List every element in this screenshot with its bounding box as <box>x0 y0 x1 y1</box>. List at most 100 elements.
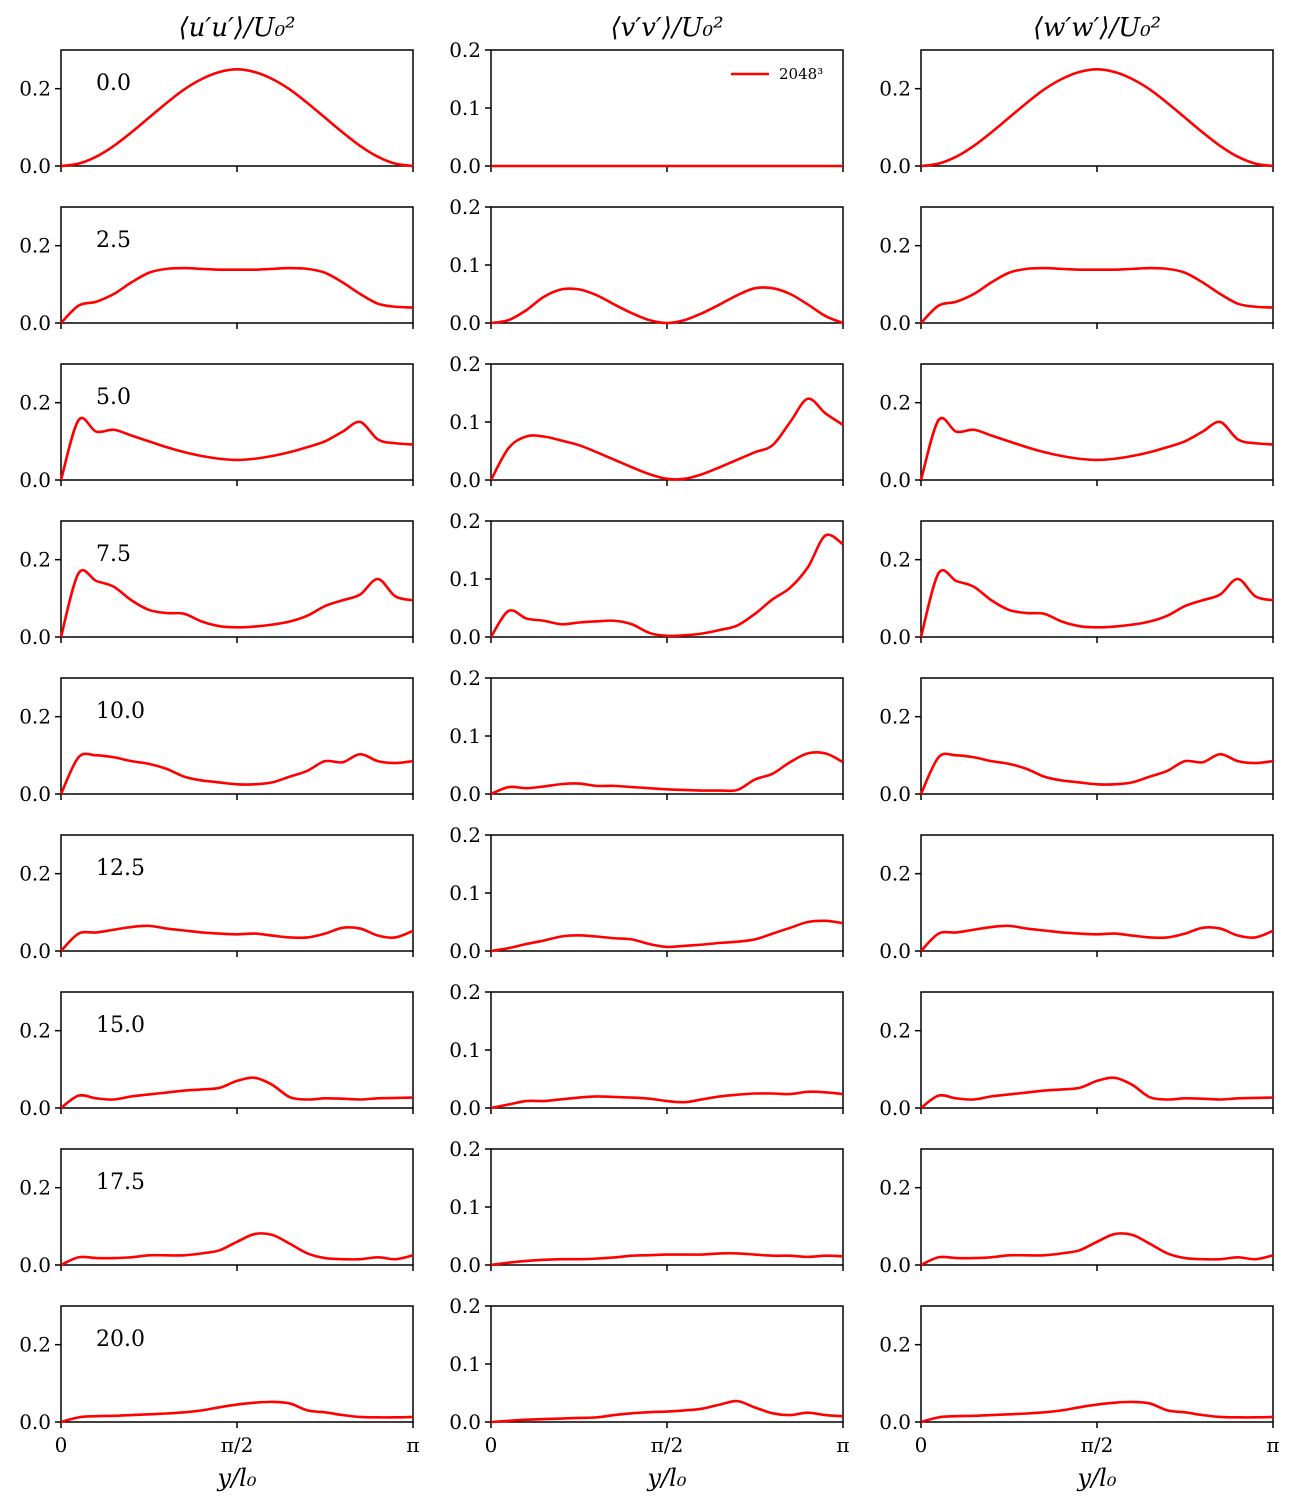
column-title-uu: ⟨u′u′⟩/U₀² <box>178 13 295 43</box>
panel-frame <box>920 49 1274 167</box>
panel-vv-t5_0: 0.0 0.1 0.2 <box>449 352 844 492</box>
y-tick-label: 0.2 <box>879 705 911 729</box>
panel-ww-t20_0: 0.0 0.2 <box>879 1305 1274 1434</box>
panel-frame <box>920 991 1274 1109</box>
panel-ww-t12_5: 0.0 0.2 <box>879 834 1274 963</box>
legend: 2048³ <box>731 65 823 83</box>
panel-frame <box>490 206 844 324</box>
y-tick-label: 0.1 <box>449 1038 481 1062</box>
x-axis-label: y/l₀ <box>217 1464 257 1492</box>
y-tick-label: 0.2 <box>19 234 51 258</box>
y-tick-label: 0.1 <box>449 567 481 591</box>
panel-uu-t15_0: 0.0 0.2 15.0 <box>19 991 414 1120</box>
y-tick-label: 0.2 <box>19 705 51 729</box>
series-line-vv <box>490 1251 844 1267</box>
panel-frame <box>60 677 414 795</box>
y-tick-label: 0.1 <box>449 881 481 905</box>
y-tick-label: 0.0 <box>879 468 911 492</box>
panel-vv-t7_5: 0.0 0.1 0.2 <box>449 509 844 649</box>
column-title-vv: ⟨v′v′⟩/U₀² <box>611 13 724 43</box>
panel-frame <box>920 520 1274 638</box>
y-tick-label: 0.2 <box>19 391 51 415</box>
panel-frame <box>490 1305 844 1423</box>
y-tick-label: 0.2 <box>449 195 481 219</box>
y-tick-label: 0.0 <box>449 311 481 335</box>
series-line-vv <box>490 751 844 796</box>
series-line-uu <box>59 416 414 481</box>
panel-frame <box>490 991 844 1109</box>
series-line-uu <box>59 752 414 795</box>
time-label: 0.0 <box>96 71 131 96</box>
y-tick-label: 0.0 <box>879 1253 911 1277</box>
panel-vv-t17_5: 0.0 0.1 0.2 <box>449 1137 844 1277</box>
y-tick-label: 0.1 <box>449 253 481 277</box>
panel-frame <box>920 677 1274 795</box>
y-tick-label: 0.0 <box>879 939 911 963</box>
y-tick-label: 0.2 <box>879 862 911 886</box>
y-tick-label: 0.0 <box>449 625 481 649</box>
y-tick-label: 0.2 <box>19 548 51 572</box>
panel-uu-t0_0: 0.0 0.2 0.0 <box>19 49 414 178</box>
y-tick-label: 0.0 <box>19 1096 51 1120</box>
y-tick-label: 0.0 <box>449 1410 481 1434</box>
series-line-ww <box>919 752 1274 795</box>
series-line-vv <box>490 919 844 953</box>
panel-frame <box>60 206 414 324</box>
y-tick-label: 0.0 <box>19 311 51 335</box>
series-line-vv <box>490 1090 844 1110</box>
y-tick-label: 0.2 <box>879 1019 911 1043</box>
legend-label: 2048³ <box>779 65 823 83</box>
series-line-ww <box>920 1232 1274 1267</box>
panel-vv-t12_5: 0.0 0.1 0.2 <box>449 823 844 963</box>
panel-frame <box>490 1148 844 1266</box>
y-tick-label: 0.0 <box>19 939 51 963</box>
y-tick-label: 0.0 <box>879 1410 911 1434</box>
column-titles: ⟨u′u′⟩/U₀² ⟨v′v′⟩/U₀² ⟨w′w′⟩/U₀² <box>178 13 1161 43</box>
series-line-ww <box>920 924 1274 952</box>
y-tick-label: 0.2 <box>879 548 911 572</box>
y-tick-label: 0.2 <box>19 77 51 101</box>
y-tick-label: 0.0 <box>19 625 51 649</box>
panel-ww-t0_0: 0.0 0.2 <box>879 49 1274 178</box>
y-tick-label: 0.0 <box>449 782 481 806</box>
y-tick-label: 0.2 <box>449 509 481 533</box>
series-line-uu <box>60 1232 414 1267</box>
x-tick-label: π <box>836 1433 849 1457</box>
y-tick-label: 0.2 <box>879 234 911 258</box>
x-tick-label: π/2 <box>1081 1433 1114 1457</box>
y-tick-label: 0.0 <box>19 1410 51 1434</box>
x-tick-label: 0 <box>485 1433 498 1457</box>
panel-frame <box>920 206 1274 324</box>
series-line-ww <box>920 1076 1274 1110</box>
panel-vv-t10_0: 0.0 0.1 0.2 <box>449 666 844 806</box>
panel-ww-t15_0: 0.0 0.2 <box>879 991 1274 1120</box>
series-line-uu <box>60 1400 414 1424</box>
series-line-ww <box>920 266 1274 324</box>
panel-uu-t2_5: 0.0 0.2 2.5 <box>19 206 414 335</box>
series-line-uu <box>60 266 414 324</box>
panel-frame <box>60 520 414 638</box>
series-line-ww <box>919 416 1274 481</box>
column-title-ww: ⟨w′w′⟩/U₀² <box>1033 13 1161 43</box>
y-tick-label: 0.2 <box>879 391 911 415</box>
y-tick-label: 0.1 <box>449 96 481 120</box>
y-tick-label: 0.2 <box>449 823 481 847</box>
panel-uu-t20_0: 0.0 0.2 20.0 <box>19 1305 414 1434</box>
x-axis-labels: 0 π/2 π y/l₀ 0 π/2 π y/l₀ 0 π/2 π y/l₀ <box>55 1433 1280 1492</box>
time-label: 15.0 <box>96 1013 145 1038</box>
panel-ww-t2_5: 0.0 0.2 <box>879 206 1274 335</box>
y-tick-label: 0.2 <box>449 38 481 62</box>
panel-ww-t5_0: 0.0 0.2 <box>879 363 1274 492</box>
y-tick-label: 0.0 <box>449 154 481 178</box>
series-line-vv <box>489 397 844 481</box>
panel-vv-t0_0: 0.0 0.1 0.2 2048³ <box>449 38 844 178</box>
x-tick-label: π/2 <box>651 1433 684 1457</box>
x-axis-label: y/l₀ <box>1077 1464 1117 1492</box>
y-tick-label: 0.1 <box>449 410 481 434</box>
y-tick-label: 0.2 <box>879 1176 911 1200</box>
time-label: 17.5 <box>96 1170 145 1195</box>
series-line-uu <box>60 924 414 952</box>
series-line-uu <box>59 568 414 638</box>
